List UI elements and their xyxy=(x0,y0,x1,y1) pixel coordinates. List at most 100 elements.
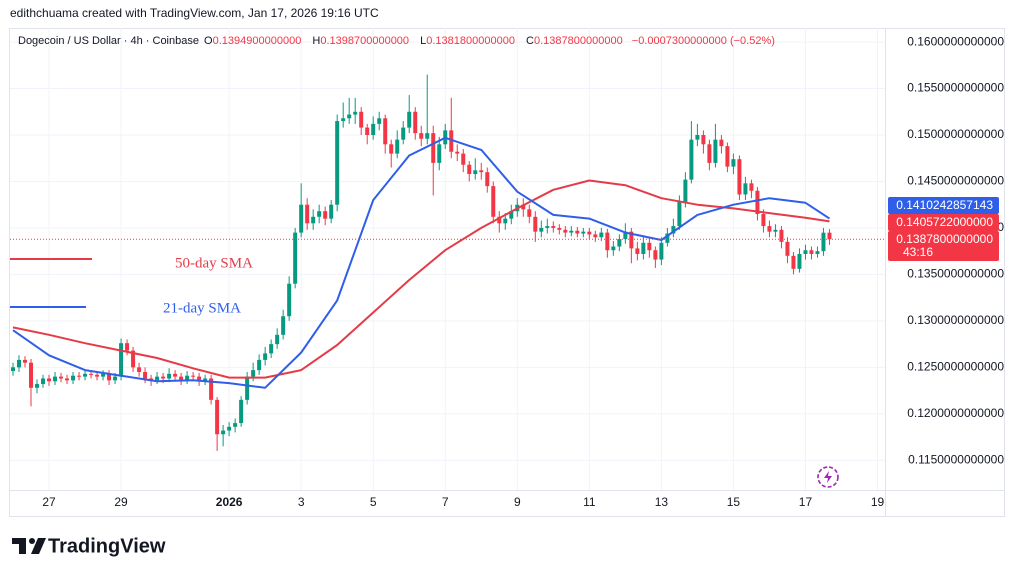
candle xyxy=(791,252,796,275)
candle-body xyxy=(785,241,790,256)
candle-body xyxy=(725,146,730,167)
candle-body xyxy=(629,231,634,249)
candle xyxy=(455,144,460,162)
candle xyxy=(401,121,406,145)
candle-body xyxy=(761,214,766,227)
candle xyxy=(167,368,172,383)
candle xyxy=(815,246,820,258)
candle-body xyxy=(77,375,82,377)
candle xyxy=(539,220,544,238)
candle xyxy=(461,148,466,173)
candle xyxy=(35,379,40,394)
candle xyxy=(209,374,214,405)
candle-body xyxy=(17,359,22,368)
candle-body xyxy=(227,426,232,431)
candle xyxy=(137,362,142,377)
candle xyxy=(101,370,106,381)
candle-body xyxy=(359,111,364,128)
candle xyxy=(47,374,52,386)
price-tag-label: 0.1405722000000 xyxy=(896,215,993,229)
x-tick-label: 29 xyxy=(114,495,128,509)
candle xyxy=(569,226,574,237)
candle xyxy=(593,230,598,242)
candle-body xyxy=(659,242,664,260)
candle-body xyxy=(677,201,682,227)
candle xyxy=(443,123,448,149)
candle xyxy=(617,234,622,252)
candle xyxy=(119,338,124,381)
y-tick-label: 0.1250000000000 xyxy=(907,360,1004,374)
candle xyxy=(215,397,220,451)
candle-body xyxy=(167,373,172,379)
candle xyxy=(587,227,592,240)
candle-body xyxy=(287,283,292,317)
candle-body xyxy=(11,367,16,372)
candle-body xyxy=(809,250,814,254)
candle-body xyxy=(593,234,598,238)
price-tag-label: 0.1387800000000 xyxy=(896,232,993,246)
candle-body xyxy=(281,316,286,335)
candle xyxy=(767,220,772,238)
candle-body xyxy=(35,384,40,388)
candle xyxy=(365,123,370,145)
candle xyxy=(143,367,148,384)
candle xyxy=(395,130,400,159)
candle-body xyxy=(635,248,640,254)
candle-body xyxy=(605,232,610,251)
ohlc-value: 0.1394900000000 xyxy=(212,35,302,47)
y-tick-label: 0.1500000000000 xyxy=(907,127,1004,141)
candle xyxy=(419,125,424,147)
candle-body xyxy=(743,183,748,195)
candle xyxy=(797,248,802,273)
logo xyxy=(12,538,46,554)
replay-icon[interactable] xyxy=(817,466,839,488)
candle-body xyxy=(347,114,352,119)
candle xyxy=(311,209,316,230)
candle-body xyxy=(311,216,316,224)
candle-body xyxy=(131,350,136,368)
candle-body xyxy=(233,423,238,427)
candle-body xyxy=(89,373,94,375)
candle xyxy=(353,97,358,124)
candle xyxy=(431,125,436,196)
candle xyxy=(605,228,610,258)
candle xyxy=(827,229,832,245)
candle xyxy=(341,102,346,128)
candle-body xyxy=(689,139,694,180)
logo-shape xyxy=(29,538,35,544)
candle-body xyxy=(83,373,88,377)
candle-body xyxy=(401,127,406,140)
candle-body xyxy=(671,226,676,234)
logo-text: TradingView xyxy=(48,535,166,557)
x-tick-label: 5 xyxy=(370,495,377,509)
candle xyxy=(299,183,304,238)
candle-body xyxy=(803,250,808,254)
candle-body xyxy=(449,130,454,152)
candle xyxy=(305,198,310,230)
candle xyxy=(533,211,538,242)
candle-body xyxy=(317,211,322,217)
candle-body xyxy=(653,250,658,260)
candle-body xyxy=(29,362,34,388)
candle-body xyxy=(179,376,184,381)
candle-body xyxy=(191,375,196,377)
candle-body xyxy=(497,216,502,224)
y-tick-label: 0.1300000000000 xyxy=(907,313,1004,327)
candle-body xyxy=(71,375,76,381)
legend-21: 21-day SMA xyxy=(10,300,241,316)
candle-body xyxy=(389,144,394,154)
candle-body xyxy=(827,232,832,240)
candle xyxy=(53,371,58,385)
icon-ring xyxy=(817,466,839,488)
candle-body xyxy=(413,111,418,134)
candle xyxy=(755,187,760,221)
candle-body xyxy=(521,204,526,210)
candle xyxy=(653,246,658,268)
candle-body xyxy=(599,232,604,238)
candle xyxy=(71,371,76,385)
credit: edithchuama created with TradingView.com… xyxy=(10,6,379,20)
candle xyxy=(281,309,286,340)
candle-body xyxy=(647,242,652,251)
candle-body xyxy=(407,111,412,128)
